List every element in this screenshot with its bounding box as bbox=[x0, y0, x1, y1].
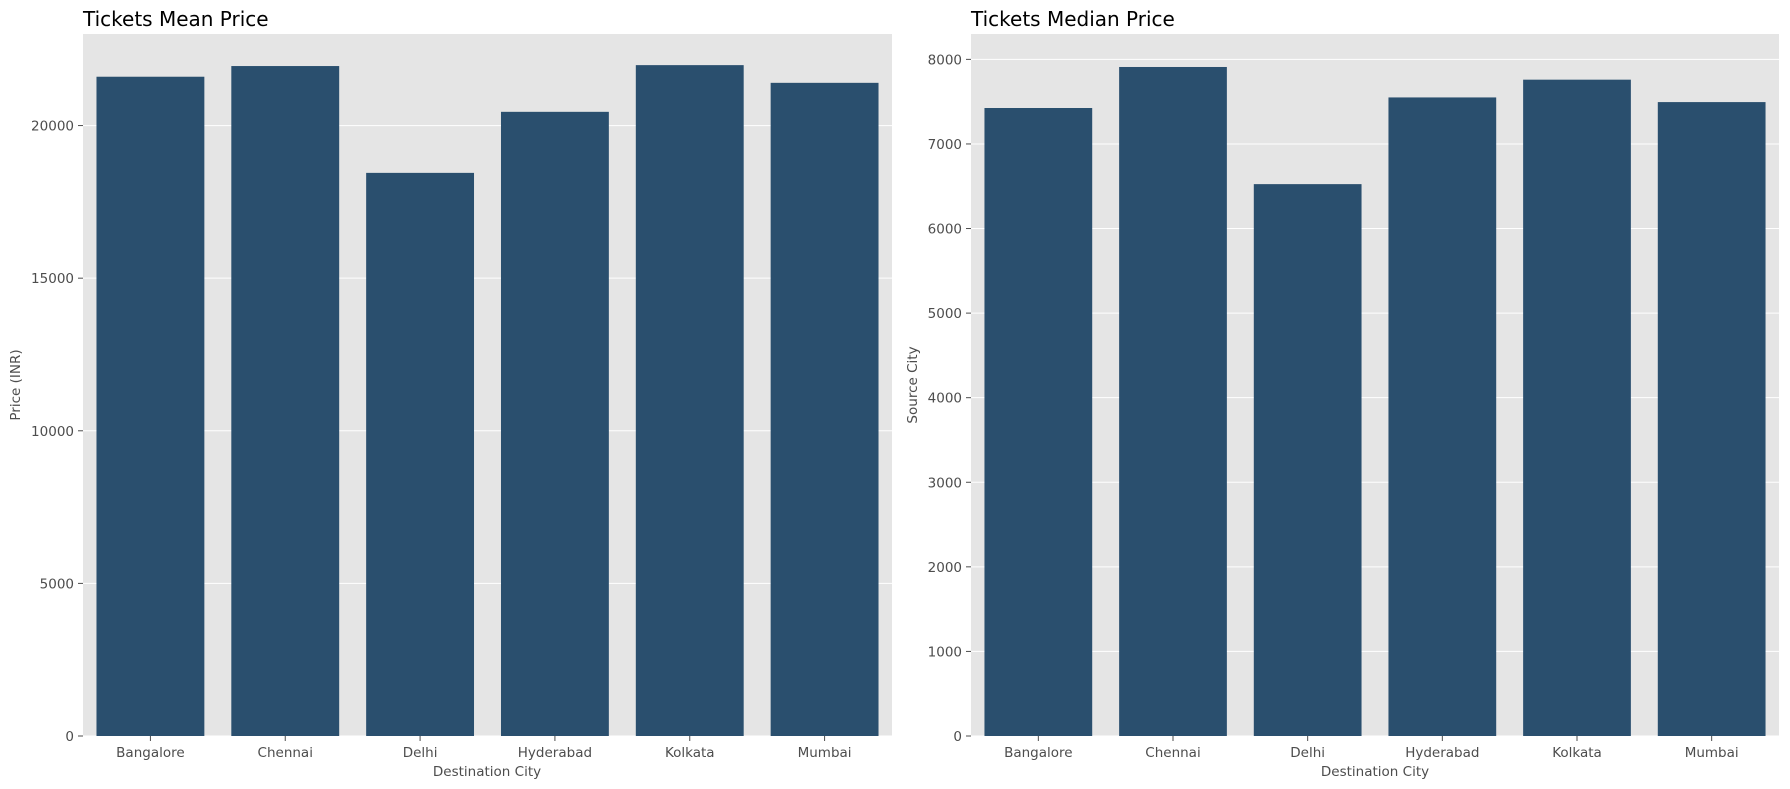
x-tick-label: Hyderabad bbox=[1405, 745, 1479, 761]
x-tick-label: Kolkata bbox=[665, 745, 715, 761]
x-tick-label: Chennai bbox=[1145, 745, 1200, 761]
y-tick-label: 6000 bbox=[928, 222, 962, 238]
bar bbox=[1657, 102, 1766, 736]
y-tick-label: 7000 bbox=[928, 137, 962, 153]
chart-title: Tickets Mean Price bbox=[82, 7, 269, 31]
y-tick-label: 1000 bbox=[928, 644, 962, 660]
x-tick-label: Delhi bbox=[1290, 745, 1325, 761]
x-axis-label: Destination City bbox=[433, 764, 541, 780]
y-tick-label: 10000 bbox=[31, 424, 74, 440]
x-axis-label: Destination City bbox=[1321, 764, 1429, 780]
x-tick-label: Delhi bbox=[403, 745, 438, 761]
plot-background bbox=[83, 34, 892, 736]
bar bbox=[635, 65, 744, 736]
x-tick-label: Hyderabad bbox=[518, 745, 592, 761]
bar bbox=[1388, 97, 1497, 737]
y-axis-label: Price (INR) bbox=[8, 349, 24, 420]
bar bbox=[366, 172, 475, 737]
y-tick-label: 0 bbox=[953, 729, 962, 745]
y-tick-label: 5000 bbox=[40, 576, 74, 592]
y-tick-label: 15000 bbox=[31, 271, 74, 287]
y-tick-label: 5000 bbox=[928, 306, 962, 322]
x-tick-label: Mumbai bbox=[1685, 745, 1739, 761]
median-price-chart: Tickets Median Price Destination City So… bbox=[905, 7, 1779, 780]
x-tick-label: Chennai bbox=[258, 745, 313, 761]
bar bbox=[770, 82, 879, 737]
y-tick-label: 2000 bbox=[928, 560, 962, 576]
chart-title: Tickets Median Price bbox=[970, 7, 1175, 31]
bar bbox=[1119, 66, 1227, 737]
x-tick-label: Bangalore bbox=[116, 745, 185, 761]
y-tick-label: 0 bbox=[65, 729, 74, 745]
plot-background bbox=[971, 34, 1779, 736]
bar bbox=[96, 76, 205, 736]
bar bbox=[500, 111, 609, 736]
x-tick-label: Mumbai bbox=[798, 745, 852, 761]
bar bbox=[1253, 184, 1362, 736]
x-tick-label: Kolkata bbox=[1552, 745, 1602, 761]
y-tick-label: 8000 bbox=[928, 52, 962, 68]
x-tick-label: Bangalore bbox=[1004, 745, 1073, 761]
mean-price-chart: Tickets Mean Price Destination City Pric… bbox=[8, 7, 892, 780]
y-axis-label: Source City bbox=[905, 346, 921, 423]
y-tick-label: 4000 bbox=[928, 391, 962, 407]
bar bbox=[1523, 79, 1631, 736]
bar bbox=[984, 108, 1093, 736]
y-tick-label: 20000 bbox=[31, 119, 74, 135]
bar bbox=[231, 66, 340, 736]
y-tick-label: 3000 bbox=[928, 475, 962, 491]
